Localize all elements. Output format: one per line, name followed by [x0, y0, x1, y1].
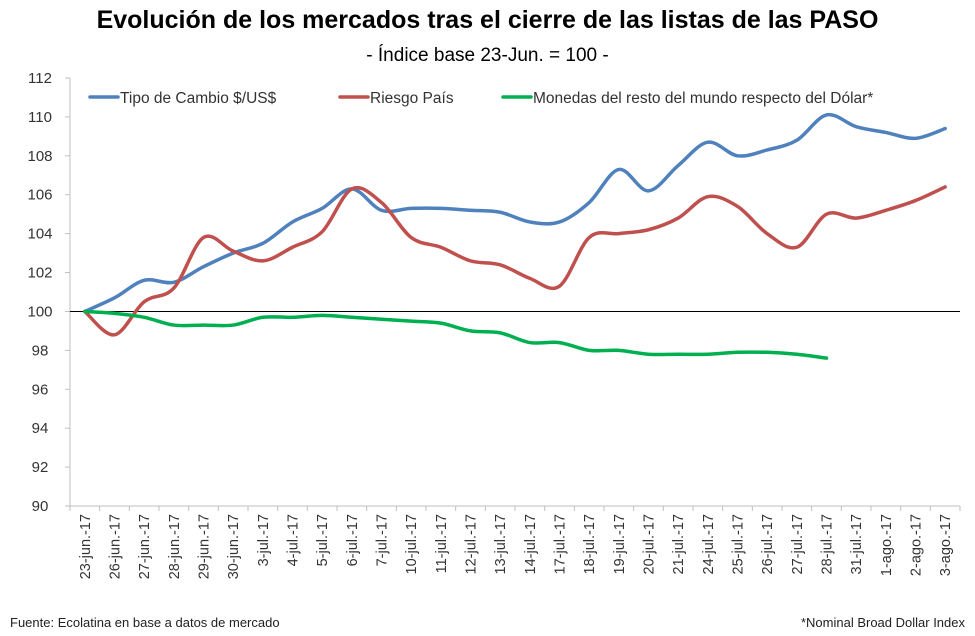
y-tick-label: 98: [32, 342, 49, 359]
y-tick-label: 106: [27, 187, 52, 204]
source-note: Fuente: Ecolatina en base a datos de mer…: [10, 615, 280, 630]
x-tick-label: 19-jul.-17: [612, 514, 628, 574]
chart-title: Evolución de los mercados tras el cierre…: [96, 6, 879, 34]
x-tick-label: 24-jul.-17: [701, 514, 717, 574]
y-tick-label: 92: [32, 459, 49, 476]
y-tick-label: 108: [27, 148, 52, 165]
x-tick-label: 27-jun.-17: [137, 514, 153, 579]
x-tick-label: 23-jun.-17: [78, 514, 94, 579]
y-tick-label: 102: [27, 265, 52, 282]
x-tick-label: 17-jul.-17: [553, 514, 569, 574]
x-tick-label: 26-jun.-17: [108, 514, 124, 579]
x-tick-label: 11-jul.-17: [434, 514, 450, 573]
x-tick-label: 18-jul.-17: [582, 514, 598, 574]
series-line-2: [83, 185, 947, 337]
x-tick-label: 6-jul.-17: [345, 514, 361, 566]
y-axis: 90 92 94 96 98 100 102 104 106 108 110 112: [27, 70, 71, 515]
x-tick-label: 14-jul.-17: [523, 514, 539, 574]
legend-label-2: Riesgo País: [370, 90, 454, 107]
legend-label-1: Tipo de Cambio $/US$: [120, 90, 277, 107]
x-tick-label: 1-ago.-17: [879, 514, 895, 576]
chart-subtitle: - Índice base 23-Jun. = 100 -: [366, 45, 609, 66]
x-tick-label: 31-jul.-17: [849, 514, 865, 574]
y-tick-label: 100: [27, 303, 52, 320]
x-tick-label: 12-jul.-17: [464, 514, 480, 574]
y-tick-label: 96: [32, 381, 49, 398]
y-tick-label: 112: [28, 70, 52, 87]
series-line-3: [83, 309, 829, 360]
x-tick-label: 10-jul.-17: [404, 514, 420, 574]
x-tick-label: 5-jul.-17: [315, 514, 331, 566]
y-tick-label: 110: [28, 109, 52, 126]
x-tick-label: 26-jul.-17: [760, 514, 776, 574]
x-tick-label: 3-jul.-17: [256, 514, 272, 566]
x-tick-label: 30-jun.-17: [226, 514, 242, 579]
x-tick-label: 28-jun.-17: [167, 514, 183, 579]
x-tick-label: 3-ago.-17: [938, 514, 954, 576]
x-tick-label: 27-jul.-17: [790, 514, 806, 574]
series-line-1: [83, 112, 947, 314]
x-tick-label: 4-jul.-17: [286, 514, 302, 566]
x-tick-label: 20-jul.-17: [642, 514, 658, 574]
x-tick-label: 28-jul.-17: [820, 514, 836, 574]
y-tick-label: 94: [32, 420, 49, 437]
y-tick-label: 90: [32, 498, 49, 515]
x-axis: 23-jun.-17 26-jun.-17 27-jun.-17 28-jun.-17…: [69, 505, 961, 579]
legend-label-3: Monedas del resto del mundo respecto del…: [533, 90, 873, 107]
legend: Tipo de Cambio $/US$ Riesgo País Monedas d…: [88, 90, 873, 107]
x-tick-label: 7-jul.-17: [375, 514, 391, 566]
x-tick-label: 2-ago.-17: [909, 514, 925, 576]
y-tick-label: 104: [27, 226, 52, 243]
series-layer: [70, 112, 960, 360]
x-tick-label: 29-jun.-17: [197, 514, 213, 579]
footnote: *Nominal Broad Dollar Index: [800, 615, 965, 630]
x-tick-label: 13-jul.-17: [493, 514, 509, 574]
x-tick-label: 21-jul.-17: [671, 514, 687, 574]
x-tick-label: 25-jul.-17: [731, 514, 747, 574]
